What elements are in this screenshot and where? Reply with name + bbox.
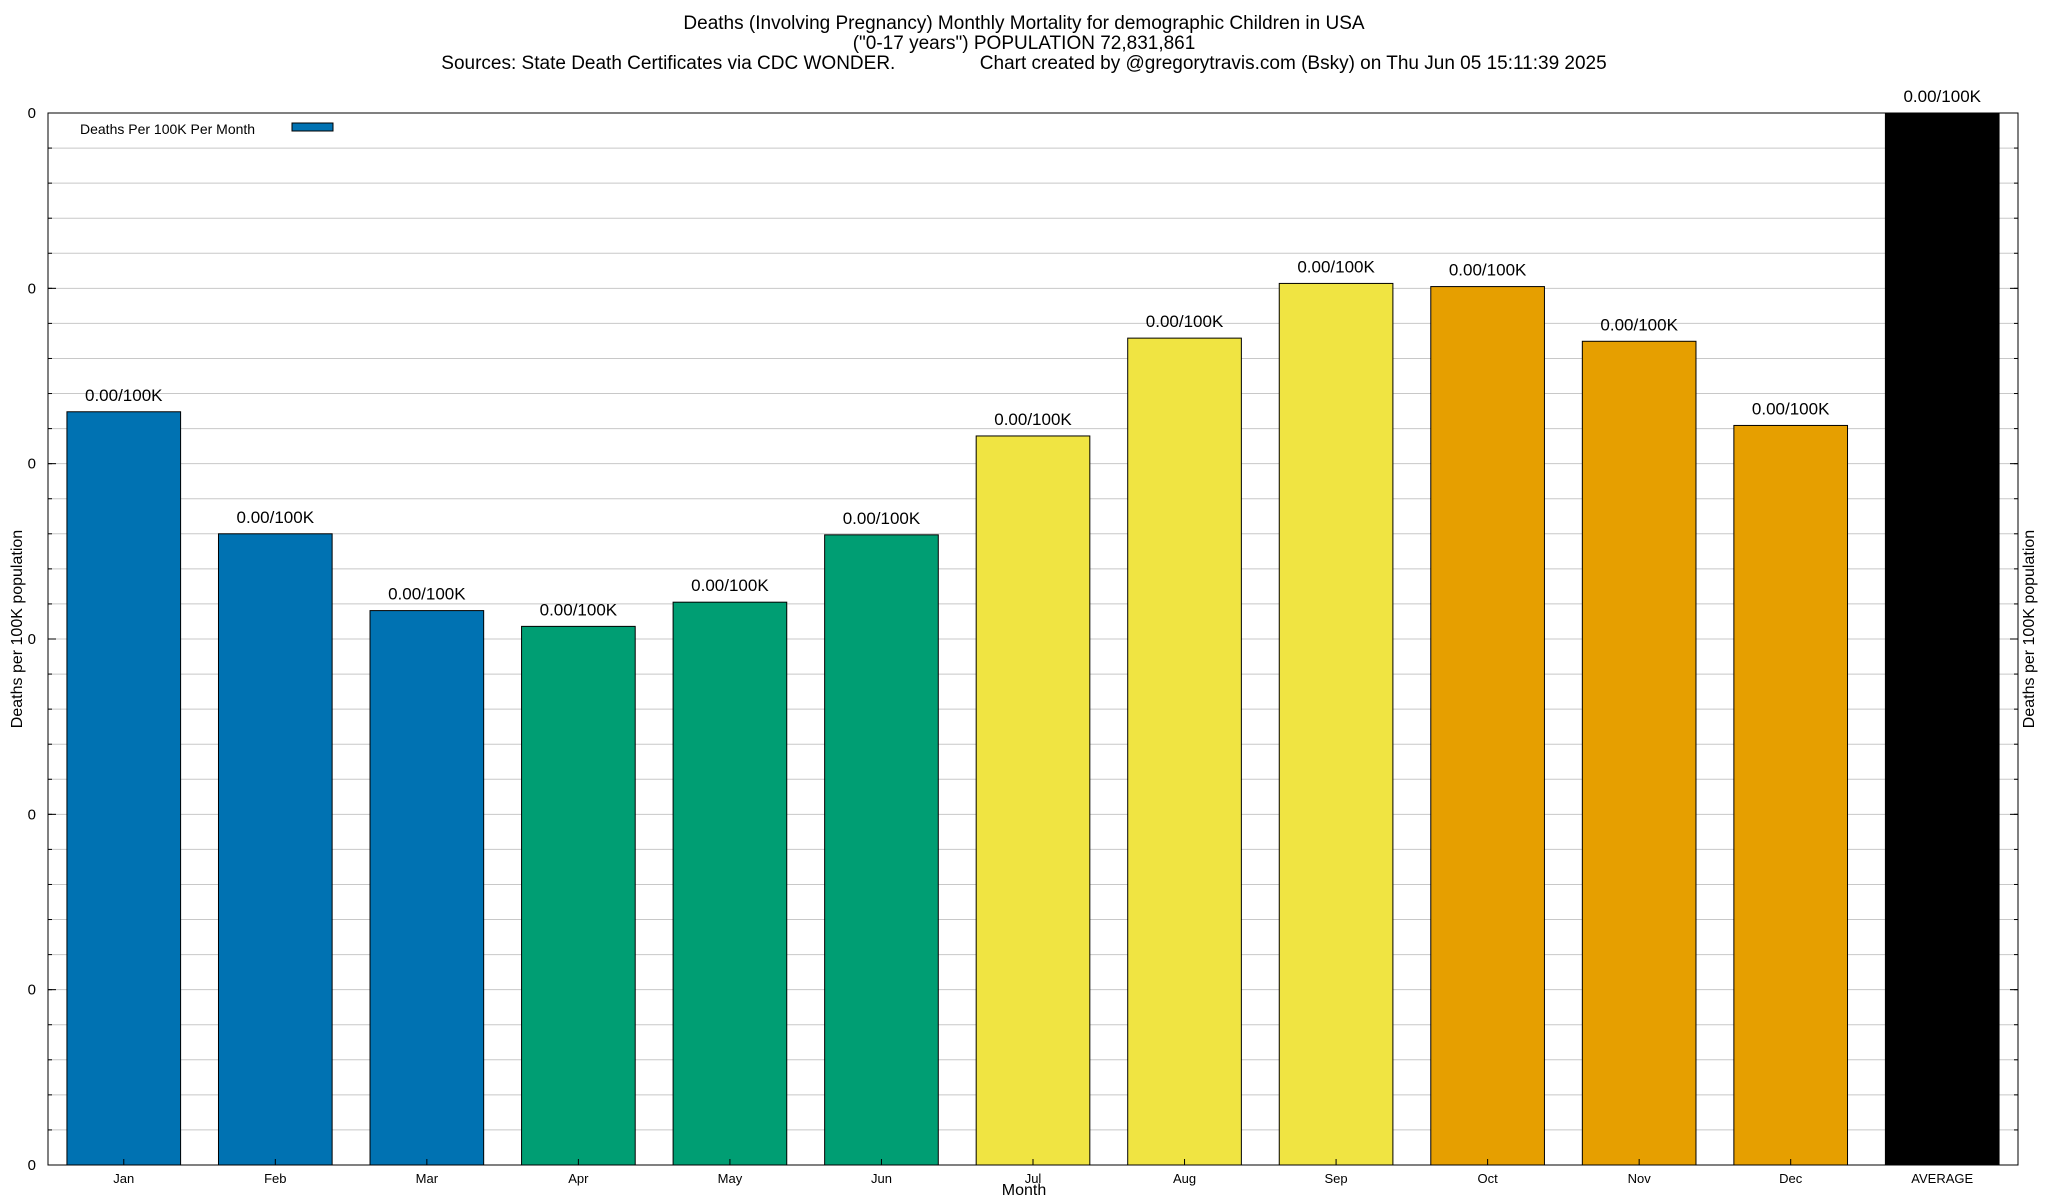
y-tick-label: 0 <box>28 456 36 473</box>
bar-average <box>1884 112 2000 1166</box>
y-tick-label: 0 <box>28 105 36 122</box>
x-tick-label: Sep <box>1325 1171 1348 1186</box>
legend-label: Deaths Per 100K Per Month <box>80 121 255 137</box>
bar-jul <box>975 435 1091 1166</box>
x-tick-label: Oct <box>1477 1171 1498 1186</box>
y-tick-label: 0 <box>28 1157 36 1174</box>
data-label: 0.00/100K <box>388 585 466 604</box>
data-label: 0.00/100K <box>843 509 921 528</box>
x-tick-label: AVERAGE <box>1911 1171 1973 1186</box>
x-tick-label: Aug <box>1173 1171 1196 1186</box>
x-axis-label: Month <box>1001 1182 1047 1199</box>
data-label: 0.00/100K <box>1449 261 1527 280</box>
bar-nov <box>1581 340 1697 1166</box>
bar-jan <box>66 411 182 1166</box>
data-label: 0.00/100K <box>237 508 315 527</box>
y-tick-label: 0 <box>28 982 36 999</box>
bar-jun <box>824 534 939 1166</box>
data-label: 0.00/100K <box>1903 87 1981 106</box>
y-tick-label: 0 <box>28 806 36 823</box>
x-tick-label: May <box>718 1171 743 1186</box>
x-tick-label: Feb <box>264 1171 286 1186</box>
chart-subtitle: ("0-17 years") POPULATION 72,831,861 <box>852 33 1196 54</box>
bar-apr <box>521 625 636 1166</box>
chart-source-line: Sources: State Death Certificates via CD… <box>441 53 1607 74</box>
bar-oct <box>1430 286 1545 1166</box>
bar-mar <box>369 610 485 1166</box>
data-label: 0.00/100K <box>540 600 618 619</box>
x-tick-label: Nov <box>1628 1171 1652 1186</box>
data-label: 0.00/100K <box>1752 399 1830 418</box>
data-label: 0.00/100K <box>1146 312 1224 331</box>
x-tick-label: Apr <box>568 1171 589 1186</box>
y-tick-label: 0 <box>28 280 36 297</box>
data-label: 0.00/100K <box>691 576 769 595</box>
data-label: 0.00/100K <box>85 386 163 405</box>
bar-aug <box>1127 337 1242 1166</box>
x-tick-label: Dec <box>1779 1171 1803 1186</box>
x-tick-label: Jun <box>871 1171 892 1186</box>
y-axis-label-left: Deaths per 100K population <box>9 529 26 729</box>
y-tick-label: 0 <box>28 631 36 648</box>
bar-may <box>672 601 788 1166</box>
chart-title: Deaths (Involving Pregnancy) Monthly Mor… <box>683 13 1365 34</box>
data-label: 0.00/100K <box>994 410 1072 429</box>
bar-sep <box>1278 282 1394 1166</box>
bar-feb <box>217 533 333 1166</box>
bar-dec <box>1733 424 1849 1166</box>
y-axis-label-right: Deaths per 100K population <box>2021 529 2038 729</box>
x-tick-label: Jan <box>113 1171 134 1186</box>
x-tick-label: Mar <box>416 1171 439 1186</box>
data-label: 0.00/100K <box>1600 315 1678 334</box>
data-label: 0.00/100K <box>1297 257 1375 276</box>
x-tick-label: Jul <box>1025 1171 1042 1186</box>
legend-swatch <box>291 122 334 132</box>
